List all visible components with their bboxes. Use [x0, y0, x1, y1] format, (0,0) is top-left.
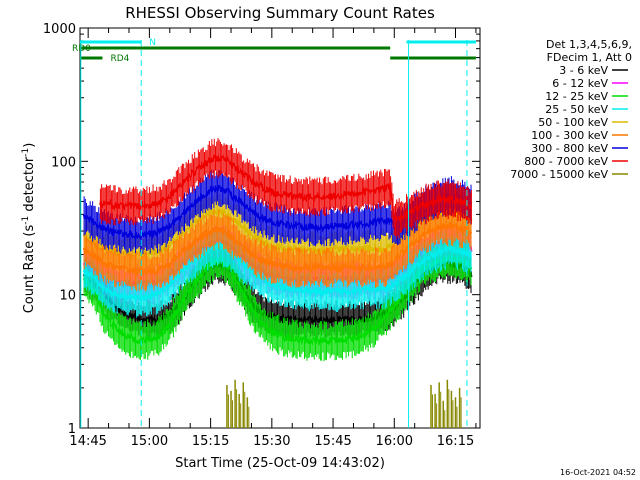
legend-label: 800 - 7000 keV: [524, 155, 608, 168]
legend-label: 25 - 50 keV: [545, 103, 608, 116]
plot-area-border: [79, 27, 481, 429]
axes: 1 10 100 1000 14:45 15:00 15:15 15:30 15:45 16:00…: [43, 22, 480, 449]
plot-frame: [79, 27, 481, 429]
y-axis-label-main: Count Rate (s: [22, 225, 37, 314]
x-tick-label: 16:15: [437, 434, 474, 449]
series-layer: [82, 138, 473, 428]
legend-header: Det 1,3,4,5,6,9,: [546, 38, 632, 51]
series-5: [82, 205, 473, 292]
legend-label: 12 - 25 keV: [545, 90, 608, 103]
series-3: [82, 228, 473, 318]
y-axis-label-end: ): [22, 143, 37, 148]
y-axis-label: Count Rate (s-1 detector-1): [21, 143, 37, 314]
x-tick-label: 15:15: [192, 434, 229, 449]
y-tick-label: 10: [59, 289, 76, 304]
series-8: [226, 379, 462, 428]
saa-lines: [80, 40, 468, 428]
x-tick-label: 15:00: [131, 434, 168, 449]
legend: Det 1,3,4,5,6,9,FDecim 1, Att 03 - 6 keV…: [510, 38, 632, 181]
x-tick-label: 14:45: [69, 434, 106, 449]
legend-label: 6 - 12 keV: [552, 77, 608, 90]
series-point: [82, 269, 86, 273]
x-tick-label: 15:45: [314, 434, 351, 449]
attenuator-bar-label: RD4: [110, 54, 129, 64]
attenuator-bar-label: N: [149, 38, 156, 48]
series-point: [82, 214, 86, 218]
x-tick-label: 15:30: [253, 434, 290, 449]
attenuator-bars: N RD0 RD4: [72, 38, 476, 64]
chart-title: RHESSI Observing Summary Count Rates: [125, 4, 435, 22]
y-axis-label-sup2: -1: [21, 148, 31, 157]
series-point: [99, 202, 102, 206]
timestamp: 16-Oct-2021 04:52: [560, 468, 636, 477]
y-tick-label: 1000: [43, 22, 76, 37]
y-axis-label-mid: detector: [22, 156, 37, 216]
x-tick-label: 16:00: [376, 434, 413, 449]
legend-label: 3 - 6 keV: [559, 64, 608, 77]
legend-label: 300 - 800 keV: [531, 142, 608, 155]
y-tick-label: 100: [51, 155, 76, 170]
x-axis-label: Start Time (25-Oct-09 14:43:02): [175, 456, 385, 471]
legend-header: FDecim 1, Att 0: [547, 51, 632, 64]
legend-label: 50 - 100 keV: [538, 116, 608, 129]
y-tick-label: 1: [68, 422, 76, 437]
series-7: [99, 138, 473, 240]
series-line: [99, 153, 473, 223]
legend-label: 100 - 300 keV: [531, 129, 608, 142]
y-axis-label-sup1: -1: [21, 216, 31, 225]
series-point: [82, 247, 86, 251]
attenuator-bar-label: RD0: [72, 44, 91, 54]
legend-label: 7000 - 15000 keV: [510, 168, 608, 181]
